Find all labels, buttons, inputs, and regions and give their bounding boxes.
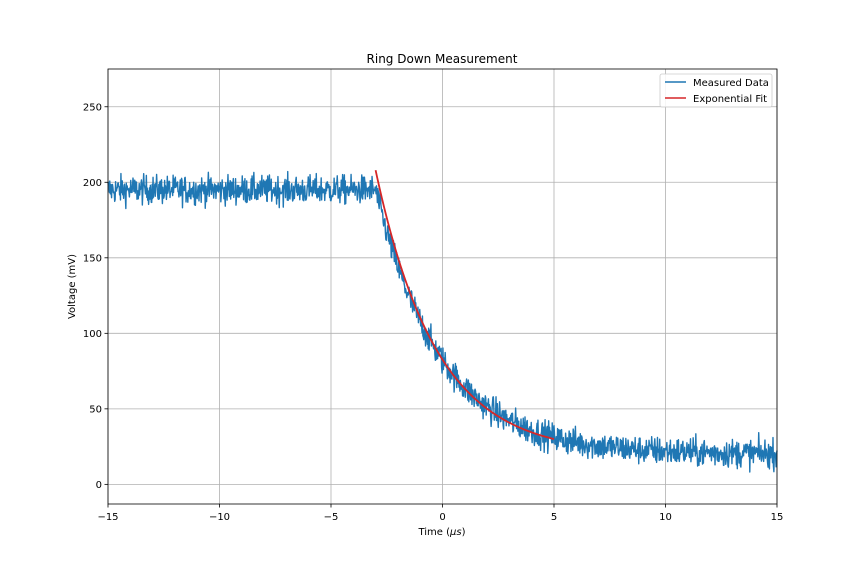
legend-label-exponential-fit: Exponential Fit: [693, 94, 767, 105]
x-tick-label: 5: [551, 512, 557, 523]
x-tick-label: −5: [324, 512, 339, 523]
y-tick-label: 250: [83, 102, 102, 113]
series-line-exponential-fit: [374, 170, 555, 440]
x-tick-label: −10: [209, 512, 230, 523]
x-axis-label: Time (μs): [417, 527, 465, 538]
y-tick-label: 0: [96, 480, 102, 491]
x-axis-label-symbol: μs: [449, 527, 462, 538]
y-tick-label: 200: [83, 178, 102, 189]
legend-label-measured-data: Measured Data: [693, 78, 769, 89]
x-tick-label: −15: [97, 512, 118, 523]
y-axis-label: Voltage (mV): [67, 254, 78, 319]
series-line-measured-data: [107, 170, 778, 473]
y-tick-label: 150: [83, 253, 102, 264]
legend-box: [659, 73, 773, 108]
grid-lines: [107, 69, 778, 504]
x-tick-label: 0: [439, 512, 445, 523]
x-axis-label-suffix: ): [462, 527, 466, 538]
y-tick-label: 50: [89, 404, 102, 415]
plot-area: [107, 170, 778, 473]
x-tick-label: 15: [771, 512, 784, 523]
x-axis-label-prefix: Time (: [417, 527, 450, 538]
chart-title: Ring Down Measurement: [367, 52, 518, 66]
y-tick-label: 100: [83, 329, 102, 340]
legend: Measured Data Exponential Fit: [659, 73, 773, 108]
x-tick-label: 10: [659, 512, 672, 523]
